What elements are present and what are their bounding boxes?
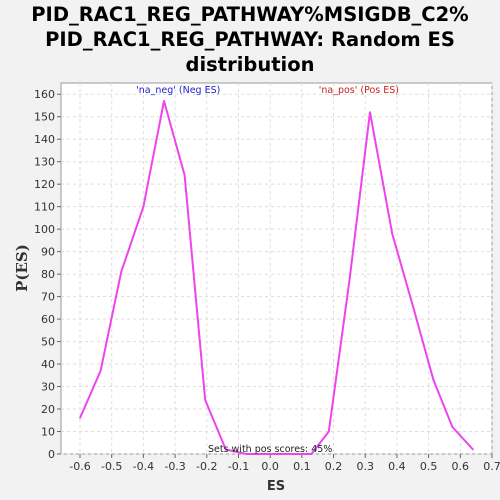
data-point [204,399,206,401]
data-point [183,174,186,176]
y-tick-label: 100 [34,223,55,236]
chart-title-line-1: PID_RAC1_REG_PATHWAY%MSIGDB_C2% [31,3,469,26]
data-point [348,280,351,282]
x-tick-label: -0.5 [101,460,122,473]
x-tick-label: 0.7 [483,460,500,473]
x-tick-label: 0.5 [420,460,438,473]
data-point [79,417,81,419]
y-tick-label: 110 [34,201,55,214]
chart-title-line-2: PID_RAC1_REG_PATHWAY: Random ES [45,28,455,51]
data-point [99,370,102,372]
annotations: 'na_neg' (Neg ES) 'na_pos' (Pos ES) Sets w… [136,85,399,455]
y-tick-label: 90 [41,246,55,259]
x-tick-label: -0.6 [69,460,90,473]
x-tick-label: 0.1 [293,460,311,473]
y-axis-ticks: 0 10 20 30 40 50 60 70 80 90 100 110 120 130 140 150 160 [34,88,61,461]
data-point [245,453,248,455]
x-tick-label: 0.4 [388,460,406,473]
y-tick-label: 0 [48,448,55,461]
y-tick-label: 160 [34,88,55,101]
data-point [432,379,435,381]
x-tick-label: -0.3 [164,460,185,473]
x-tick-label: -0.4 [133,460,154,473]
data-point [163,100,165,102]
chart-title: PID_RAC1_REG_PATHWAY%MSIGDB_C2% PID_RAC1… [0,2,500,77]
data-point [472,448,474,451]
data-point [327,430,330,433]
annotation-label: Sets with pos scores: 45% [208,444,332,455]
x-tick-label: 0.0 [261,460,279,473]
y-tick-label: 60 [41,313,55,326]
y-tick-label: 140 [34,133,55,146]
series-line [79,100,474,455]
data-point [269,453,271,455]
x-tick-label: 0.2 [325,460,343,473]
x-tick-label: 0.3 [356,460,374,473]
y-tick-label: 30 [41,381,55,394]
grid [61,83,493,455]
x-tick-label: -0.1 [228,460,249,473]
series-group [79,100,474,455]
x-axis-ticks: -0.6 -0.5 -0.4 -0.3 -0.2 -0.1 0.0 0.1 0.2 0.3 0.4 0… [69,454,500,473]
y-tick-label: 50 [41,336,55,349]
data-point [391,232,393,235]
chart-title-line-3: distribution [185,53,315,76]
y-axis-label: P(ES) [13,244,31,292]
data-point [310,453,313,455]
y-tick-label: 80 [41,268,55,281]
x-tick-label: 0.6 [452,460,470,473]
y-tick-label: 130 [34,156,55,169]
annotation-label: 'na_pos' (Pos ES) [319,85,399,96]
data-point [120,271,123,273]
y-tick-label: 150 [34,111,55,124]
data-point [451,426,454,428]
data-point [224,448,227,451]
x-axis-label: ES [267,479,285,494]
annotation-label: 'na_neg' (Neg ES) [136,85,220,96]
data-point [369,111,371,114]
data-point [142,205,145,208]
y-tick-label: 120 [34,178,55,191]
y-tick-label: 40 [41,358,55,371]
x-tick-label: -0.2 [196,460,217,473]
y-tick-label: 10 [41,426,55,439]
y-tick-label: 20 [41,403,55,416]
y-tick-label: 70 [41,291,55,304]
plot-area [60,82,493,455]
data-point [411,304,414,307]
data-point [294,453,297,455]
